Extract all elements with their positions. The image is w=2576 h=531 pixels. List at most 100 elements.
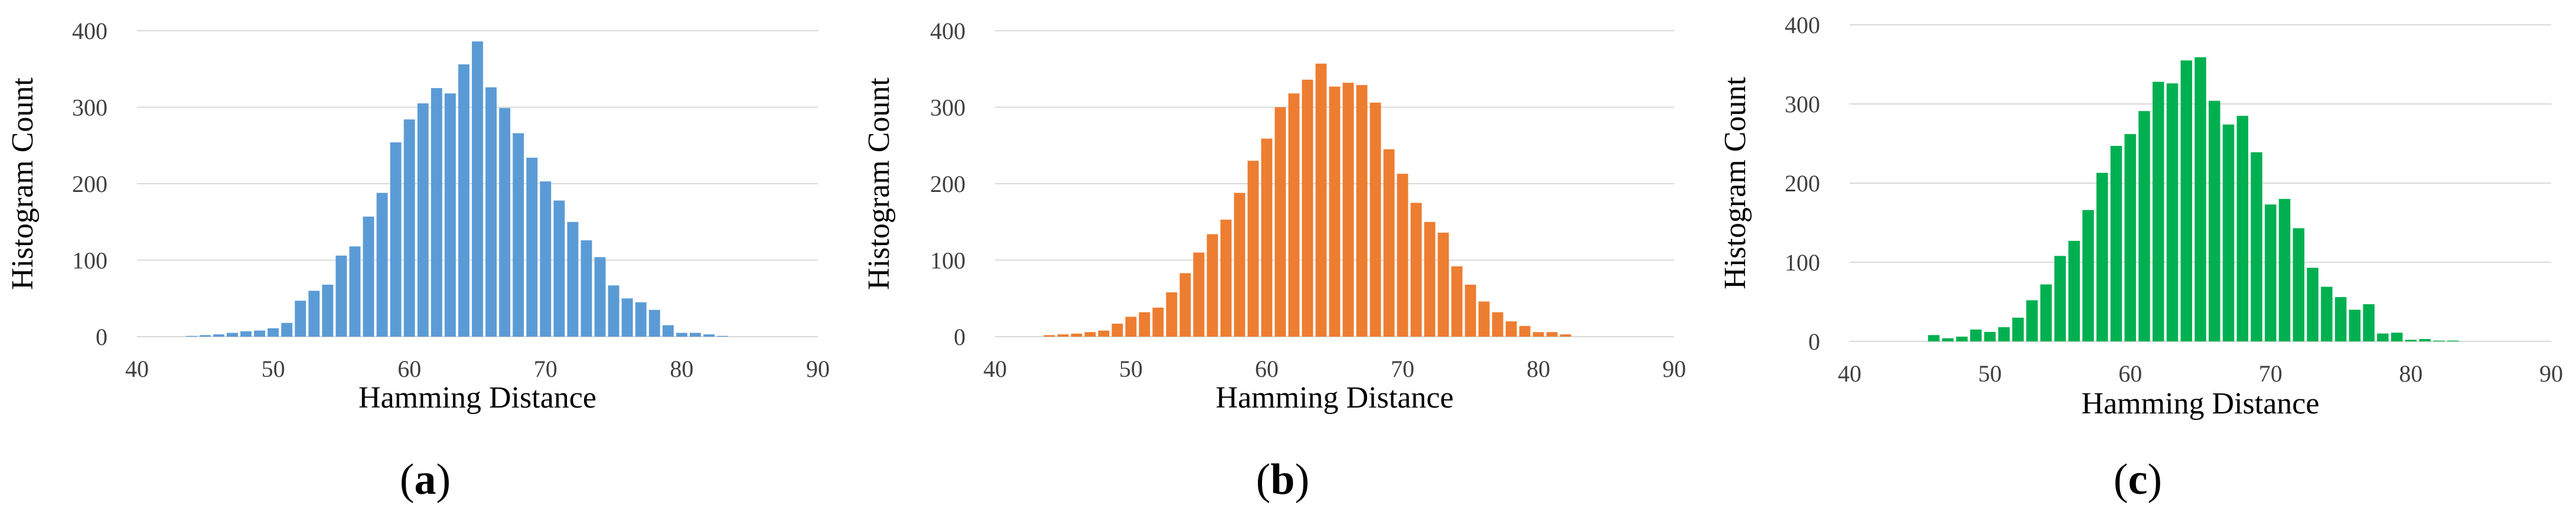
x-axis-title: Hamming Distance xyxy=(2082,387,2320,421)
y-tick-label: 400 xyxy=(930,18,966,44)
panel-a: 0 100 200 300 400 40 50 60 70 80 90 Hamming Distanc… xyxy=(0,0,856,531)
y-tick-label: 300 xyxy=(72,95,107,121)
x-axis-title: Hamming Distance xyxy=(358,381,596,415)
bar-65 xyxy=(1329,86,1341,337)
bar-79 xyxy=(2391,333,2403,341)
x-tick-label: 70 xyxy=(2259,360,2282,387)
bar-44 xyxy=(185,335,197,337)
bar-51 xyxy=(1998,327,2010,341)
bar-79 xyxy=(1519,325,1531,337)
x-tick-label: 60 xyxy=(397,356,421,382)
bar-53 xyxy=(308,291,320,337)
y-tick-label: 200 xyxy=(1785,170,1820,197)
bar-69 xyxy=(526,157,538,337)
bar-60 xyxy=(403,119,415,337)
bar-79 xyxy=(662,325,674,337)
bar-80 xyxy=(2405,340,2417,341)
bar-59 xyxy=(1247,161,1259,337)
bar-55 xyxy=(335,255,347,337)
panel-c: 0 100 200 300 400 40 50 60 70 80 90 Hamming Distanc… xyxy=(1713,0,2576,531)
bar-62 xyxy=(1288,93,1300,337)
bar-50 xyxy=(268,328,279,337)
bar-69 xyxy=(2251,152,2262,341)
bar-45 xyxy=(1057,334,1069,337)
bar-60 xyxy=(2124,133,2136,342)
bar-77 xyxy=(635,302,647,337)
bar-67 xyxy=(499,107,511,337)
bar-58 xyxy=(2096,172,2108,341)
y-axis-title: Histogram Count xyxy=(1719,77,1752,289)
bar-76 xyxy=(1478,301,1490,337)
x-tick-label: 80 xyxy=(2399,360,2422,387)
x-tick-label: 40 xyxy=(125,356,149,382)
bar-74 xyxy=(594,257,606,337)
y-tick-label: 0 xyxy=(96,324,107,350)
bar-80 xyxy=(1532,332,1544,337)
x-tick-label: 50 xyxy=(262,356,285,382)
x-tick-label: 50 xyxy=(1119,356,1143,382)
caption-label-a: a xyxy=(414,455,436,504)
bar-50 xyxy=(1125,317,1137,337)
bar-54 xyxy=(1179,273,1191,337)
bar-61 xyxy=(1274,107,1286,337)
bar-53 xyxy=(1166,292,1178,337)
bar-78 xyxy=(648,310,660,337)
bar-57 xyxy=(363,216,374,337)
caption-a: (a) xyxy=(399,455,451,504)
x-tick-label: 90 xyxy=(806,356,830,382)
y-tick-label: 0 xyxy=(954,324,966,350)
y-tick-label: 300 xyxy=(930,95,966,121)
bar-52 xyxy=(2012,317,2024,341)
bar-81 xyxy=(2419,338,2431,341)
x-tick-label: 80 xyxy=(1527,356,1550,382)
bar-68 xyxy=(1369,102,1381,337)
bar-73 xyxy=(1437,232,1449,337)
bar-61 xyxy=(2138,111,2150,341)
bar-63 xyxy=(444,93,456,337)
y-tick-label: 200 xyxy=(930,171,966,197)
bar-66 xyxy=(485,87,497,337)
bar-65 xyxy=(472,41,483,337)
bar-60 xyxy=(1261,138,1273,337)
bar-68 xyxy=(513,133,524,337)
bar-56 xyxy=(2068,240,2080,341)
bar-65 xyxy=(2195,57,2206,341)
bar-67 xyxy=(1356,84,1368,337)
bar-48 xyxy=(1956,336,1968,341)
bar-54 xyxy=(322,284,334,337)
y-tick-label: 200 xyxy=(72,171,107,197)
bar-82 xyxy=(703,334,715,337)
bar-46 xyxy=(1928,335,1940,341)
bar-49 xyxy=(1111,323,1123,337)
y-tick-label: 0 xyxy=(1808,328,1820,355)
bar-72 xyxy=(567,221,579,337)
bar-76 xyxy=(621,298,633,337)
caption-label-c: c xyxy=(2128,455,2148,504)
bar-50 xyxy=(1984,331,1996,341)
bar-52 xyxy=(1152,307,1164,337)
bar-66 xyxy=(2209,100,2220,341)
bar-61 xyxy=(417,103,429,337)
x-tick-label: 40 xyxy=(983,356,1007,382)
bar-63 xyxy=(1302,79,1313,337)
bar-56 xyxy=(349,246,361,337)
bar-70 xyxy=(540,181,552,337)
bar-81 xyxy=(690,333,701,337)
bar-64 xyxy=(2180,60,2192,342)
bar-59 xyxy=(2110,146,2122,341)
bar-77 xyxy=(1492,312,1504,337)
bar-49 xyxy=(254,330,265,337)
bar-81 xyxy=(1546,332,1558,337)
bar-56 xyxy=(1207,234,1218,337)
bar-77 xyxy=(2363,304,2375,341)
y-tick-label: 100 xyxy=(72,247,107,274)
x-tick-label: 60 xyxy=(1255,356,1279,382)
y-tick-label: 100 xyxy=(1785,249,1820,276)
bar-82 xyxy=(1560,334,1571,337)
y-tick-label: 400 xyxy=(1785,12,1820,38)
bar-68 xyxy=(2236,116,2249,341)
y-tick-label: 400 xyxy=(72,18,107,44)
caption-c: (c) xyxy=(2113,455,2163,504)
y-axis-title: Histogram Count xyxy=(862,77,896,290)
bar-46 xyxy=(1071,333,1082,337)
